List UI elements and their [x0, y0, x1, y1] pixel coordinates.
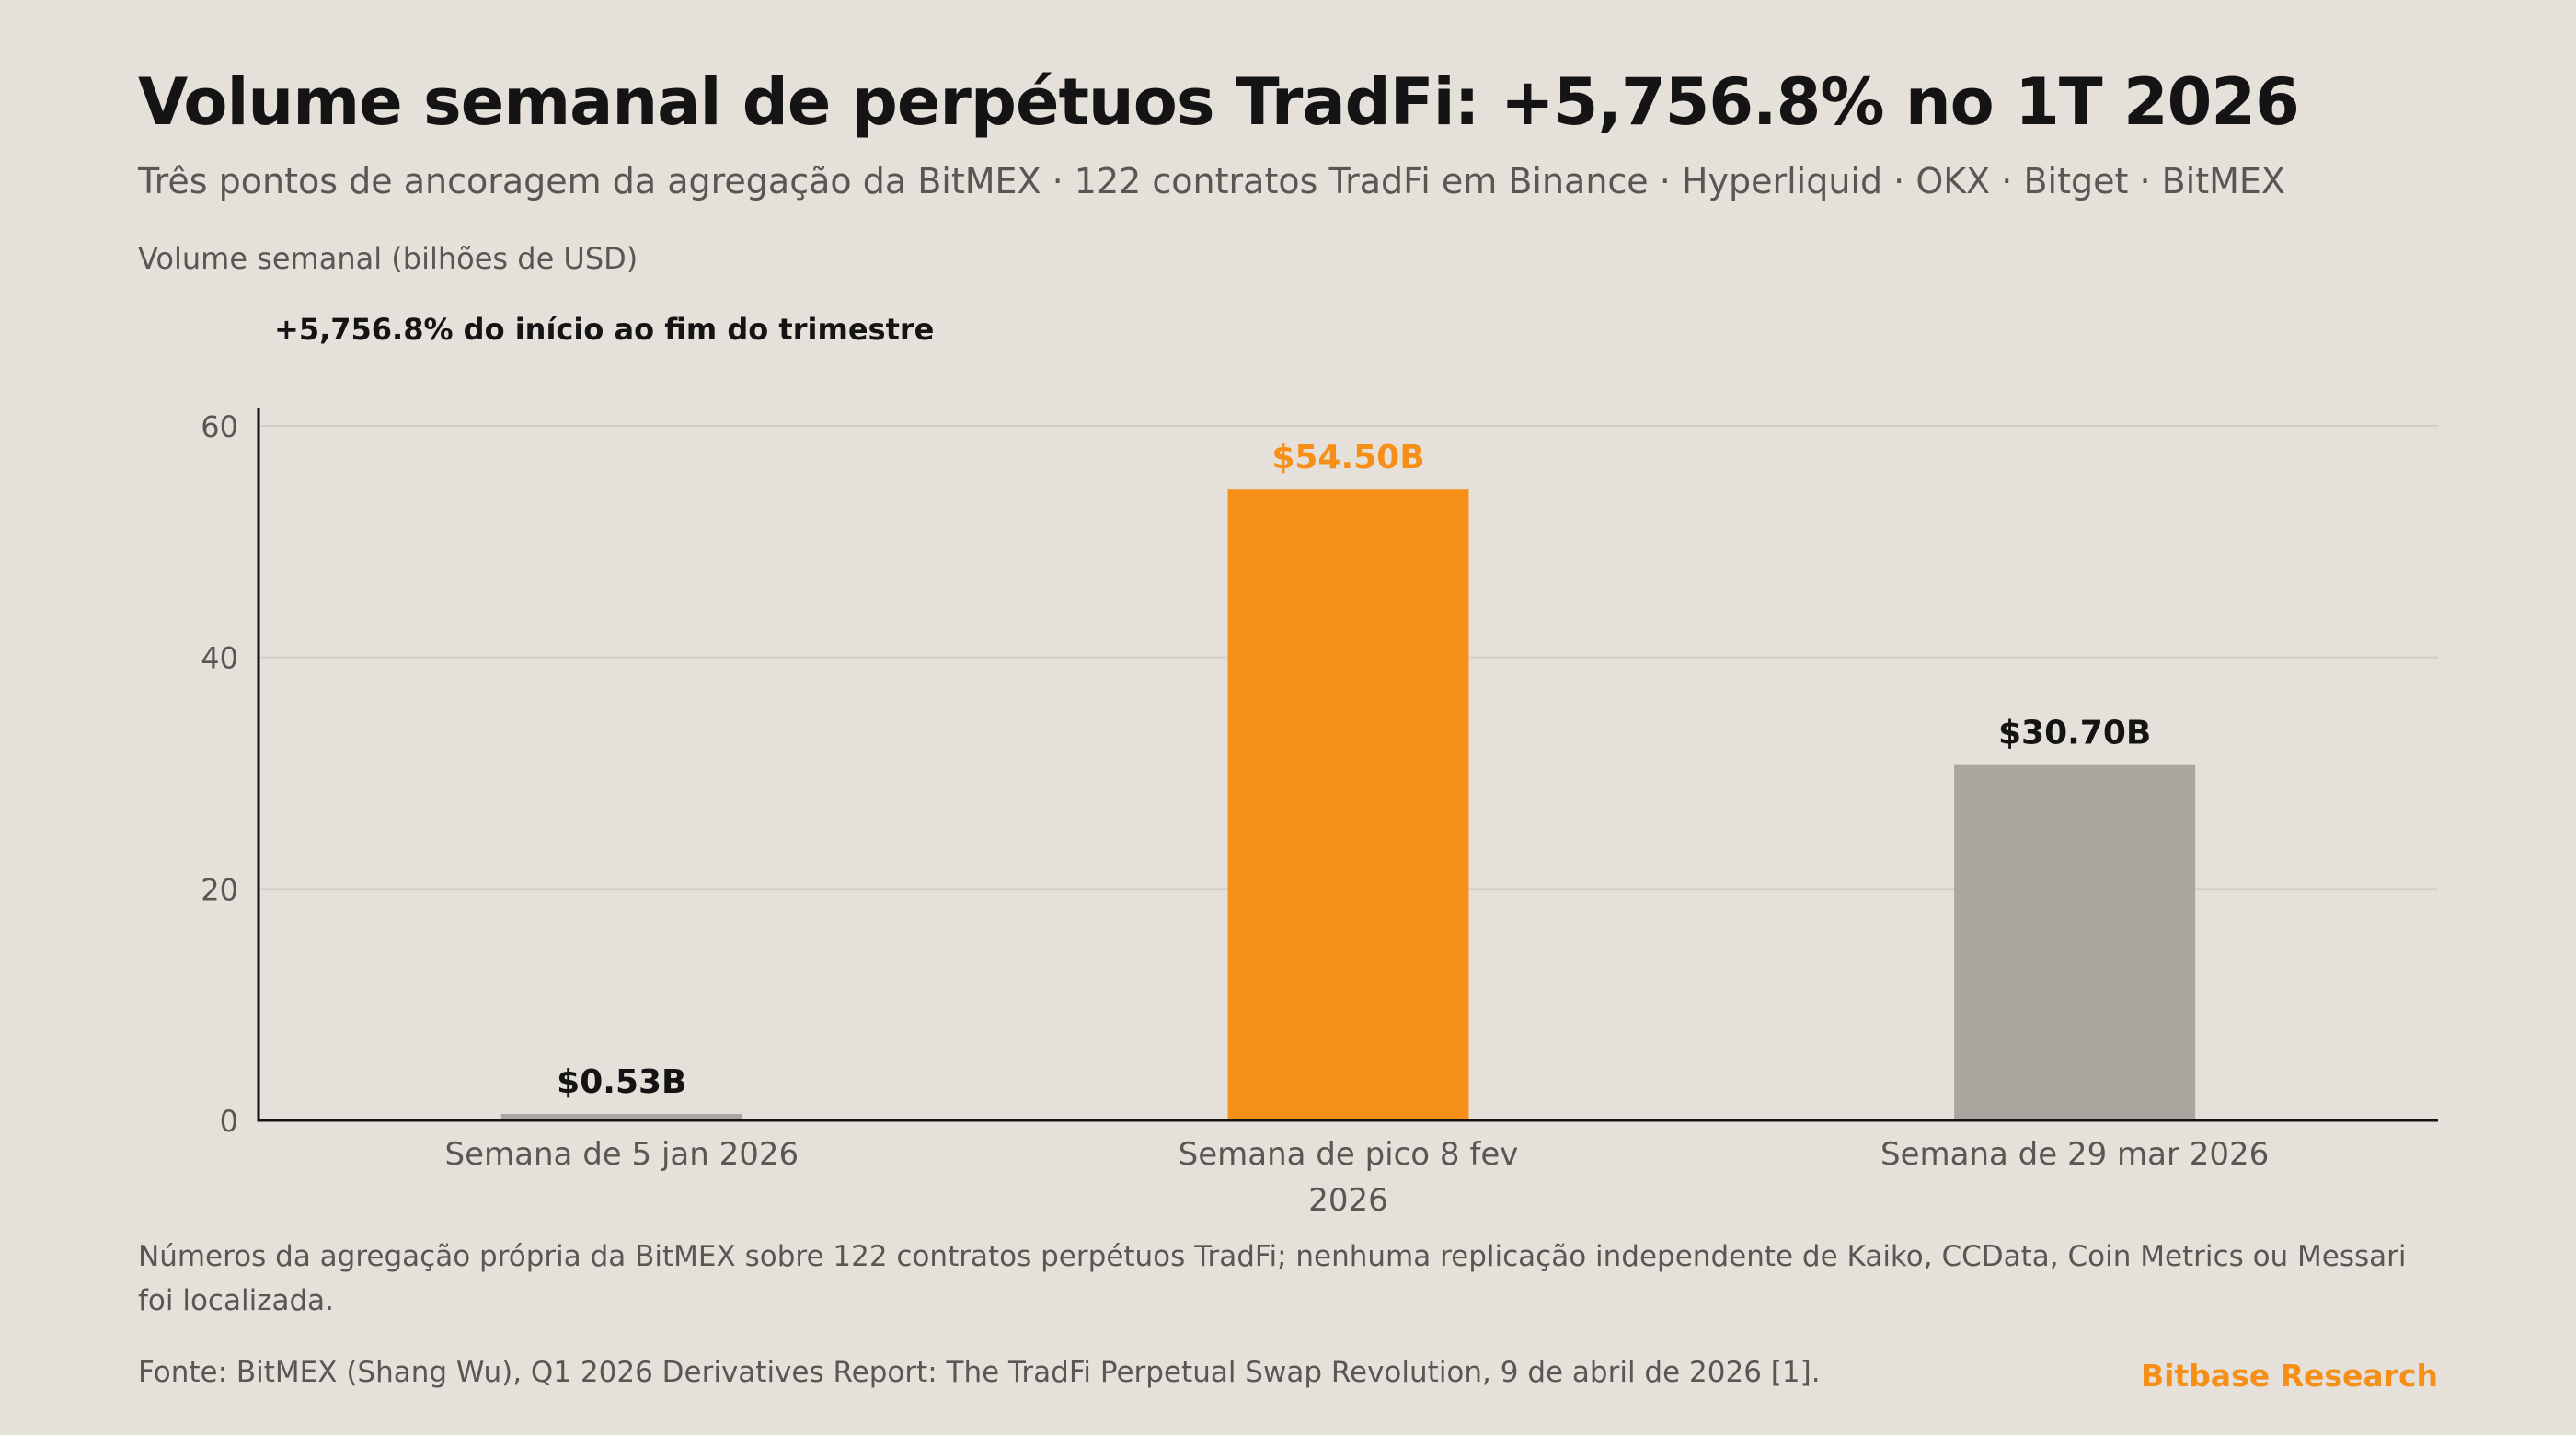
axes: 0 20 40 60 [201, 408, 2438, 1139]
growth-annotation: +5,756.8% do início ao fim do trimestre [274, 312, 935, 347]
x-tick-label: Semana de 29 mar 2026 [1880, 1136, 2269, 1173]
y-tick-label: 40 [201, 641, 238, 676]
chart-title: Volume semanal de perpétuos TradFi: +5,7… [138, 64, 2300, 140]
labels: $0.53B Semana de 5 jan 2026 $54.50B Semana … [445, 439, 2270, 1219]
y-tick-label: 60 [201, 409, 238, 444]
brand-logo-text: Bitbase Research [2140, 1358, 2438, 1394]
bar [500, 1114, 742, 1120]
y-tick-label: 0 [220, 1104, 238, 1139]
data-label: $30.70B [1998, 715, 2151, 752]
y-tick-label: 20 [201, 872, 238, 907]
chart-subtitle: Três pontos de ancoragem da agregação da… [138, 161, 2285, 201]
data-label: $54.50B [1271, 439, 1424, 476]
bar-chart: 0 20 40 60 $0.53B Semana de 5 jan 2026 $54.50… [201, 408, 2438, 1219]
footnote: Números da agregação própria da BitMEX s… [138, 1240, 2407, 1317]
bar [1227, 489, 1469, 1120]
source-citation: Fonte: BitMEX (Shang Wu), Q1 2026 Deriva… [138, 1356, 1821, 1389]
y-axis-label: Volume semanal (bilhões de USD) [138, 241, 638, 276]
x-tick-label: Semana de 5 jan 2026 [445, 1136, 799, 1173]
bar [1954, 764, 2196, 1120]
data-label: $0.53B [557, 1063, 686, 1101]
x-tick-label: Semana de pico 8 fev 2026 [1179, 1136, 1519, 1219]
bars [500, 489, 2196, 1120]
